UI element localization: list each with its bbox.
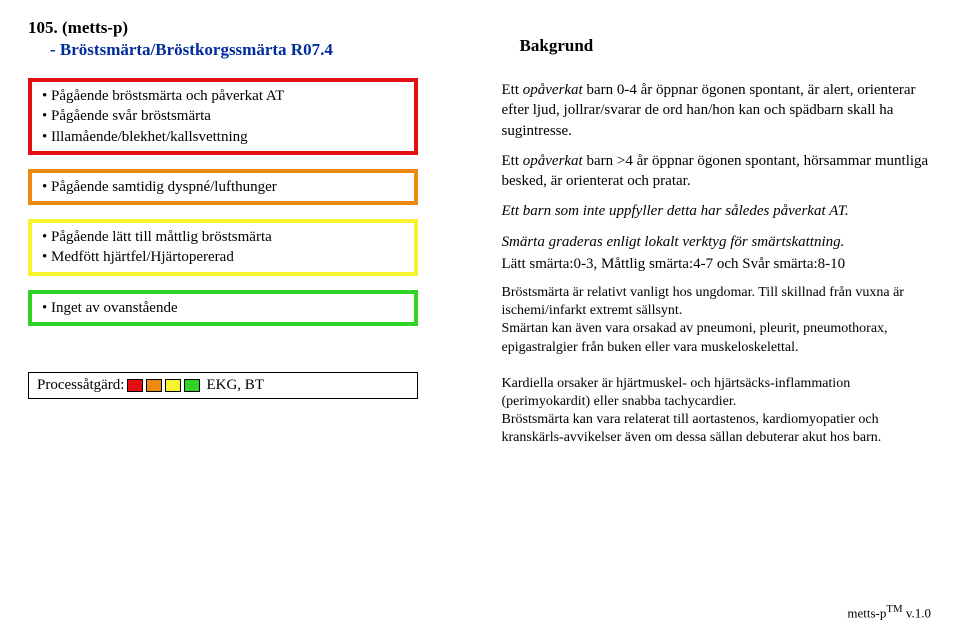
main-columns: • Pågående bröstsmärta och påverkat AT •… [28,78,931,458]
triage-item: • Medfött hjärtfel/Hjärtopererad [42,247,404,267]
footer-tm: TM [886,603,902,615]
triage-yellow-box: • Pågående lätt till måttlig bröstsmärta… [28,219,418,276]
italic-text: opåverkat [523,82,583,98]
title-line: - Bröstsmärta/Bröstkorgssmärta R07.4 [28,40,498,60]
bg-paragraph: Ett opåverkat barn >4 år öppnar ögonen s… [502,151,932,192]
bg-small-paragraph: Kardiella orsaker är hjärtmuskel- och hj… [502,375,932,411]
chip-orange-icon [146,379,162,392]
process-suffix: EKG, BT [206,377,264,394]
text: Ett [502,153,523,169]
footer-text: metts-p [847,605,886,620]
bg-paragraph-italic: Smärta graderas enligt lokalt verktyg fö… [502,232,932,252]
bg-paragraph: Lätt smärta:0-3, Måttlig smärta:4-7 och … [502,254,932,274]
title-block: 105. (metts-p) - Bröstsmärta/Bröstkorgss… [28,18,498,60]
triage-orange-box: • Pågående samtidig dyspné/lufthunger [28,169,418,205]
triage-item: • Pågående samtidig dyspné/lufthunger [42,177,404,197]
bg-small-paragraph: Smärtan kan även vara orsakad av pneumon… [502,320,932,356]
bg-paragraph-italic: Ett barn som inte uppfyller detta har så… [502,201,932,221]
triage-item: • Illamående/blekhet/kallsvettning [42,127,404,147]
footer-version: v.1.0 [903,605,931,620]
triage-item: • Pågående bröstsmärta och påverkat AT [42,86,404,106]
code-line: 105. (metts-p) [28,18,498,38]
bakgrund-label: Bakgrund [498,18,594,56]
italic-text: opåverkat [523,153,583,169]
text: Ett [502,82,523,98]
footer: metts-pTM v.1.0 [847,603,931,621]
triage-red-box: • Pågående bröstsmärta och påverkat AT •… [28,78,418,155]
triage-item: • Pågående svår bröstsmärta [42,106,404,126]
process-prefix: Processåtgärd: [37,377,124,394]
triage-item: • Inget av ovanstående [42,298,404,318]
bg-small-paragraph: Bröstsmärta kan vara relaterat till aort… [502,411,932,447]
triage-green-box: • Inget av ovanstående [28,290,418,326]
chip-red-icon [127,379,143,392]
chip-yellow-icon [165,379,181,392]
chip-green-icon [184,379,200,392]
bg-paragraph: Ett opåverkat barn 0-4 år öppnar ögonen … [502,80,932,141]
header-row: 105. (metts-p) - Bröstsmärta/Bröstkorgss… [28,18,931,60]
bg-small-paragraph: Bröstsmärta är relativt vanligt hos ungd… [502,284,932,320]
right-column: Ett opåverkat barn 0-4 år öppnar ögonen … [480,78,932,458]
left-column: • Pågående bröstsmärta och påverkat AT •… [28,78,480,458]
process-row: Processåtgärd: EKG, BT [28,372,418,399]
triage-item: • Pågående lätt till måttlig bröstsmärta [42,227,404,247]
